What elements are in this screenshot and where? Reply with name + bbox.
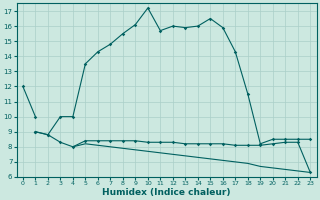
X-axis label: Humidex (Indice chaleur): Humidex (Indice chaleur) — [102, 188, 231, 197]
